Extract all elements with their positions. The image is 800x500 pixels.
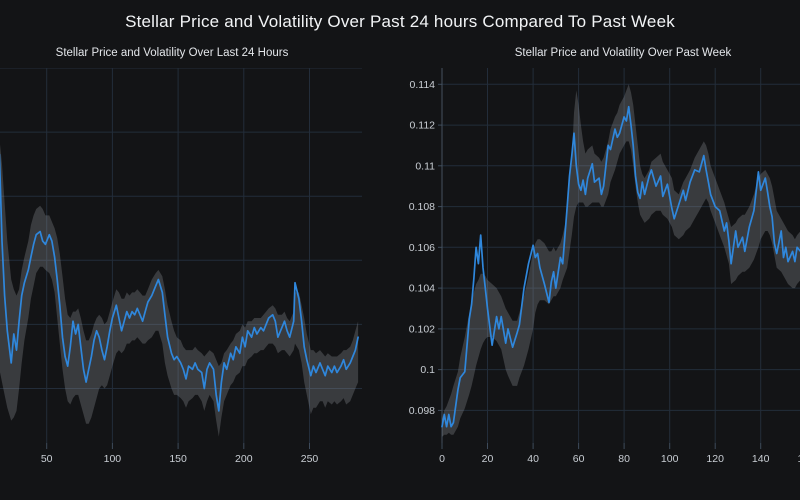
subplot-title-past-week: Stellar Price and Volatility Over Past W… [514,47,732,59]
x-tick-label: 80 [618,453,630,465]
y-tick-label: 0.102 [409,323,435,335]
x-tick-label: 120 [706,453,724,465]
x-tick-label: 60 [573,453,585,465]
x-tick-label: 140 [752,453,770,465]
x-tick-label: 50 [41,453,53,465]
x-tick-label: 20 [482,453,494,465]
y-tick-label: 0.1 [420,364,435,376]
x-tick-label: 100 [661,453,679,465]
y-tick-label: 0.106 [409,242,435,254]
x-tick-label: 150 [169,453,187,465]
last24h-plot-area[interactable]: 50 100 150 200 250 [0,68,362,470]
y-tick-label: 0.112 [410,120,436,132]
price-line [441,105,800,428]
y-tick-label: 0.098 [409,405,435,417]
price-line [0,153,359,412]
x-tick-label: 100 [104,453,122,465]
y-tick-label: 0.108 [409,201,435,213]
figure-title: Stellar Price and Volatility Over Past 2… [125,12,675,31]
y-tick-label: 0.114 [410,79,436,91]
week-plot-area[interactable]: 0.098 0.1 0.102 0.104 0.106 0.108 0.11 0.112 0.1… [400,68,800,470]
x-tick-label: 250 [301,453,319,465]
x-tick-label: 0 [439,453,445,465]
x-tick-label: 200 [235,453,253,465]
x-tick-label: 40 [527,453,539,465]
volatility-band [442,84,800,437]
subplot-title-last-24h: Stellar Price and Volatility Over Last 2… [55,47,289,59]
x-tick-label: 160 [798,453,800,465]
y-tick-label: 0.11 [415,160,435,172]
y-tick-label: 0.104 [409,283,435,295]
